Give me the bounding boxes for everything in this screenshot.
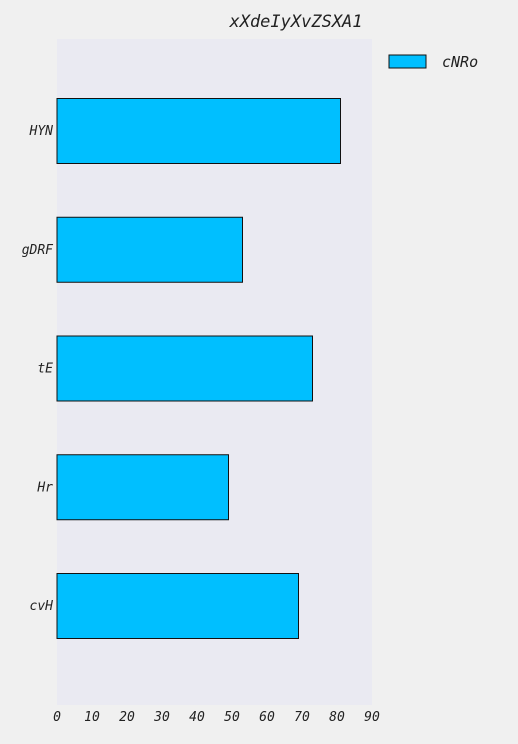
x-tick-label: 20 bbox=[119, 710, 135, 725]
y-axis-labels: HYN gDRF tE Hr cvH bbox=[22, 124, 54, 614]
y-tick-label: gDRF bbox=[22, 243, 54, 258]
x-tick-label: 30 bbox=[153, 710, 170, 725]
x-tick-label: 70 bbox=[294, 710, 310, 725]
chart-title: xXdeIyXvZSXA1 bbox=[228, 12, 362, 32]
bar-tE bbox=[56, 335, 313, 402]
x-tick-label: 10 bbox=[84, 710, 100, 725]
bar-Hr bbox=[56, 454, 229, 521]
x-tick-label: 80 bbox=[329, 710, 345, 725]
legend-swatch bbox=[388, 54, 427, 69]
bar-gDRF bbox=[56, 216, 243, 283]
x-tick-label: 90 bbox=[364, 710, 380, 725]
x-axis-ticks: 0 10 20 30 40 50 60 70 80 90 bbox=[53, 710, 380, 725]
y-tick-label: tE bbox=[37, 362, 53, 377]
legend-label: cNRo bbox=[442, 53, 478, 71]
y-tick-label: cvH bbox=[30, 599, 54, 614]
legend: cNRo bbox=[388, 53, 478, 71]
y-tick-label: Hr bbox=[36, 480, 53, 495]
y-tick-label: HYN bbox=[29, 124, 54, 139]
bar-cvH bbox=[56, 573, 299, 639]
x-tick-label: 40 bbox=[189, 710, 205, 725]
bars bbox=[56, 98, 341, 639]
x-tick-label: 60 bbox=[259, 710, 275, 725]
x-tick-label: 0 bbox=[53, 710, 61, 725]
x-tick-label: 50 bbox=[224, 710, 240, 725]
bar-HYN bbox=[56, 98, 341, 164]
